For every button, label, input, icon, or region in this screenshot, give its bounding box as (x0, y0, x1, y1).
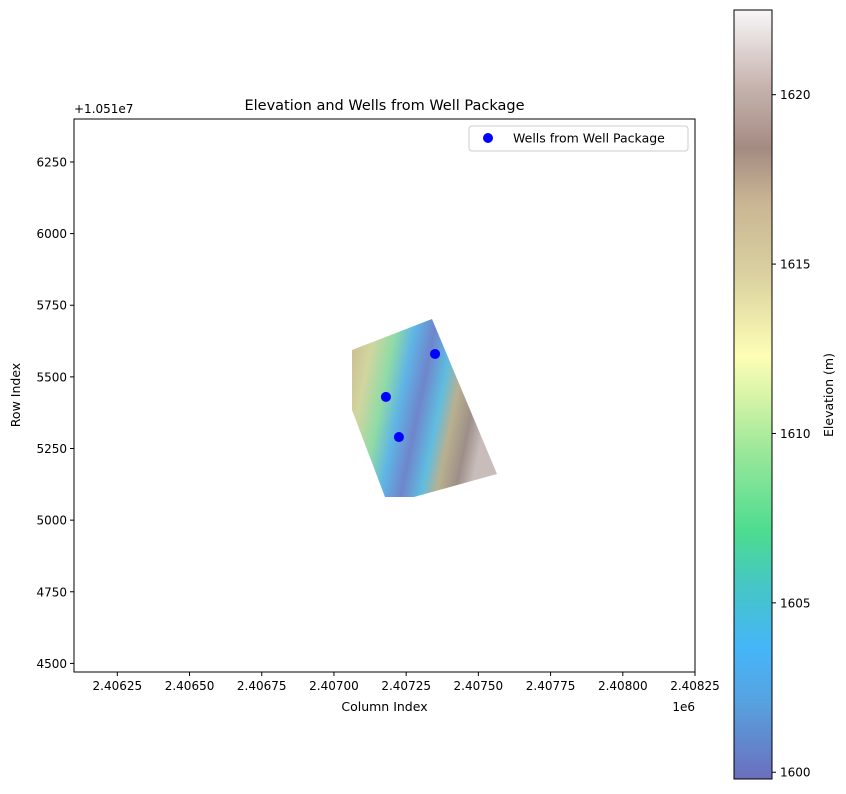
well-point (430, 348, 441, 359)
x-axis-label: Column Index (341, 699, 427, 714)
well-point (380, 391, 391, 402)
y-tick-label: 5750 (36, 299, 67, 313)
x-tick-label: 2.40825 (670, 679, 720, 693)
legend-label: Wells from Well Package (513, 131, 665, 146)
colorbar: 1600 1605 1610 1615 1620 Elevation (m) (733, 9, 836, 780)
x-tick-label: 2.40625 (93, 679, 143, 693)
x-tick-label: 2.40725 (381, 679, 431, 693)
colorbar-tick-label: 1615 (780, 258, 811, 272)
x-tick-label: 2.40700 (309, 679, 359, 693)
y-tick-label: 4750 (36, 585, 67, 599)
y-axis-label: Row Index (8, 363, 23, 427)
y-axis: 4500 4750 5000 5250 5500 5750 6000 6250 (36, 155, 74, 671)
well-point (393, 432, 404, 443)
legend-box (468, 125, 689, 152)
x-axis: 2.40625 2.40650 2.40675 2.40700 2.40725 2.407… (93, 672, 720, 693)
x-tick-label: 2.40750 (454, 679, 504, 693)
colorbar-tick-label: 1605 (780, 596, 811, 610)
chart-title: Elevation and Wells from Well Package (244, 98, 524, 114)
colorbar-tick-label: 1610 (780, 427, 811, 441)
legend-marker (483, 133, 493, 143)
y-tick-label: 5000 (36, 514, 67, 528)
elevation-raster (352, 319, 497, 497)
raster-surface (352, 319, 497, 497)
y-tick-label: 6250 (36, 155, 67, 169)
colorbar-ticks: 1600 1605 1610 1615 1620 (772, 88, 811, 780)
well-points (380, 348, 441, 443)
y-tick-label: 6000 (36, 227, 67, 241)
x-tick-label: 2.40650 (165, 679, 215, 693)
colorbar-label: Elevation (m) (821, 353, 836, 437)
x-tick-label: 2.40775 (526, 679, 576, 693)
y-tick-label: 4500 (36, 657, 67, 671)
x-tick-label: 2.40675 (237, 679, 287, 693)
colorbar-gradient (733, 9, 773, 780)
y-tick-label: 5250 (36, 442, 67, 456)
colorbar-tick-label: 1620 (780, 88, 811, 102)
y-offset-label: +1.051e7 (74, 102, 133, 116)
legend: Wells from Well Package (468, 125, 689, 152)
y-tick-label: 5500 (36, 370, 67, 384)
colorbar-tick-label: 1600 (780, 766, 811, 780)
x-offset-label: 1e6 (672, 700, 695, 714)
x-tick-label: 2.40800 (598, 679, 648, 693)
